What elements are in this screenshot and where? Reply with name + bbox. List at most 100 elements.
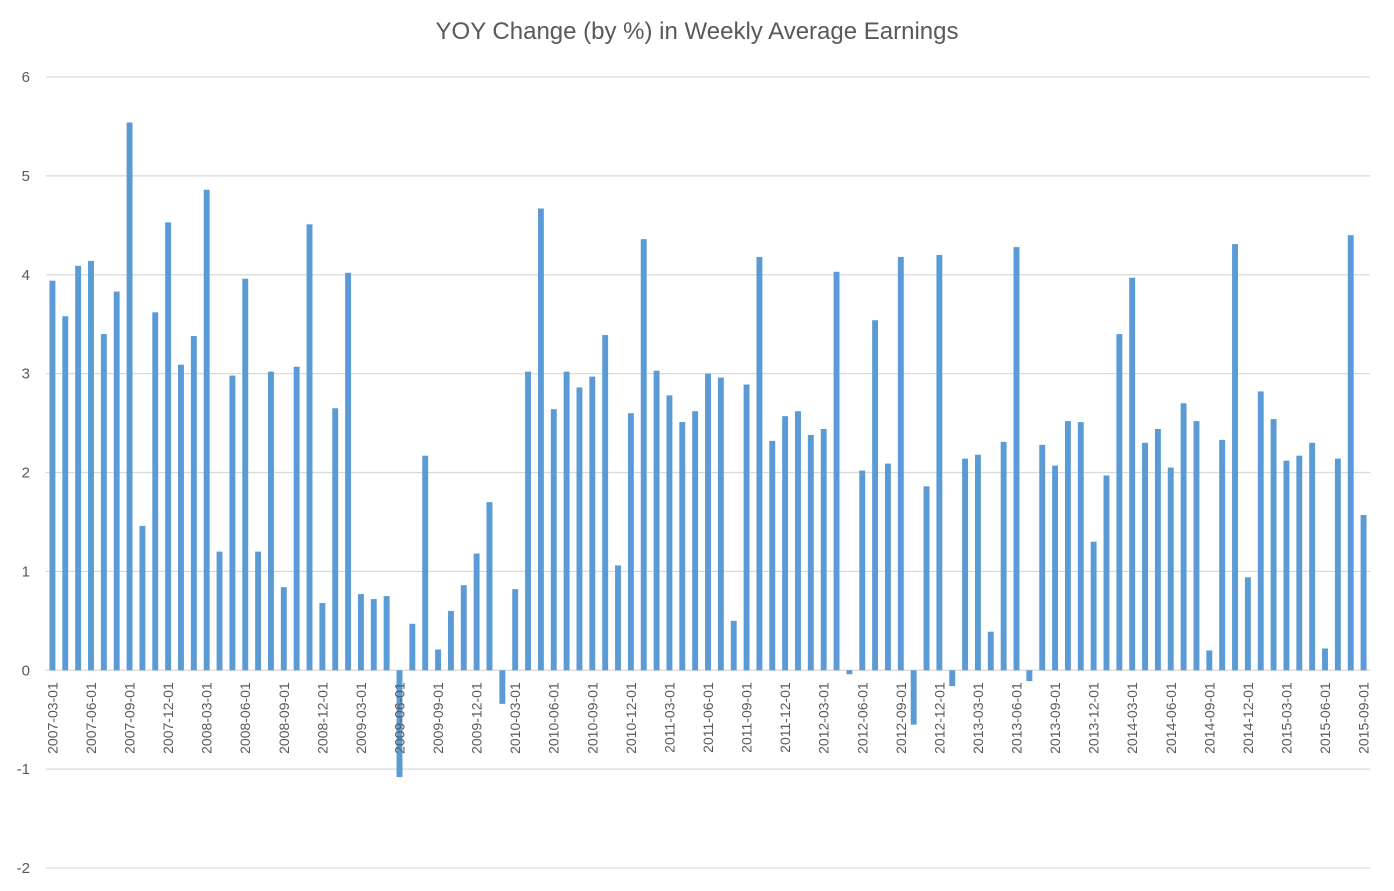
bar	[1309, 442, 1316, 671]
x-tick-label: 2009-09-01	[430, 682, 446, 754]
bar	[1270, 419, 1277, 671]
y-tick-label: 3	[22, 366, 30, 383]
bar	[422, 455, 429, 671]
bar	[357, 594, 364, 671]
bar	[216, 551, 223, 671]
bar	[280, 587, 287, 671]
bar	[1167, 467, 1174, 671]
x-tick-label: 2010-09-01	[584, 682, 600, 754]
x-tick-label: 2007-03-01	[44, 682, 60, 754]
x-tick-label: 2007-12-01	[160, 682, 176, 754]
x-tick-label: 2015-06-01	[1317, 682, 1333, 754]
x-tick-label: 2013-12-01	[1086, 682, 1102, 754]
y-axis-tick-labels: -2 -1 0 1 2 3 4 5 6	[17, 69, 30, 877]
bar	[627, 413, 634, 671]
y-tick-label: 5	[22, 168, 30, 185]
x-tick-label: 2007-09-01	[122, 682, 138, 754]
bar	[255, 551, 262, 671]
x-tick-label: 2011-03-01	[661, 682, 677, 753]
bar	[1077, 422, 1084, 671]
bar	[563, 371, 570, 671]
bar	[730, 620, 737, 671]
x-tick-label: 2008-12-01	[314, 682, 330, 754]
y-tick-label: 4	[22, 267, 30, 284]
bar	[769, 440, 776, 671]
bar	[229, 375, 236, 671]
bar	[460, 585, 467, 671]
y-tick-label: -2	[17, 860, 30, 877]
bar	[962, 458, 969, 671]
bar	[293, 366, 300, 671]
x-tick-label: 2008-09-01	[276, 682, 292, 754]
bar	[88, 260, 94, 671]
x-tick-label: 2009-03-01	[353, 682, 369, 754]
y-tick-label: 6	[22, 69, 30, 86]
bar	[203, 189, 210, 671]
bar	[974, 454, 981, 671]
bar	[1000, 441, 1007, 671]
bar	[859, 470, 866, 671]
bar	[756, 256, 763, 671]
bar	[666, 395, 673, 671]
bar	[1052, 465, 1059, 671]
bar	[1180, 403, 1187, 671]
x-tick-label: 2011-09-01	[739, 682, 755, 753]
bar	[640, 239, 647, 671]
x-tick-label: 2014-12-01	[1240, 682, 1256, 754]
bar	[1360, 515, 1367, 671]
y-tick-label: 1	[22, 563, 30, 580]
bar	[910, 670, 917, 725]
bar	[846, 670, 853, 675]
bar	[499, 670, 506, 704]
x-tick-label: 2012-06-01	[854, 682, 870, 754]
bar	[717, 377, 724, 671]
x-tick-label: 2013-06-01	[1009, 682, 1025, 754]
bar	[1103, 475, 1110, 671]
bar	[383, 596, 390, 671]
x-tick-label: 2015-09-01	[1356, 682, 1372, 754]
bar	[1219, 439, 1226, 671]
bar	[1193, 421, 1200, 671]
x-tick-label: 2012-09-01	[893, 682, 909, 754]
x-tick-label: 2008-06-01	[237, 682, 253, 754]
bar	[653, 370, 660, 671]
bar	[152, 312, 159, 671]
x-tick-label: 2014-06-01	[1163, 682, 1179, 754]
bar	[242, 278, 249, 671]
bar	[602, 335, 609, 671]
bar	[949, 670, 956, 687]
bar	[178, 364, 184, 671]
bar	[820, 428, 827, 671]
x-tick-label: 2015-03-01	[1278, 682, 1294, 754]
bar	[1116, 334, 1123, 671]
y-tick-label: -1	[17, 761, 30, 778]
bar	[679, 422, 686, 671]
bar	[743, 384, 750, 671]
bar	[1142, 442, 1149, 671]
bar	[1257, 391, 1264, 671]
bar	[62, 316, 69, 671]
bar	[435, 649, 442, 671]
x-tick-label: 2011-06-01	[700, 682, 716, 753]
bar	[1244, 577, 1251, 671]
bar	[589, 376, 596, 671]
x-tick-label: 2007-06-01	[83, 682, 99, 754]
y-tick-label: 0	[22, 662, 30, 679]
bar	[409, 623, 416, 671]
bar	[1232, 244, 1238, 671]
bar	[782, 416, 789, 671]
x-tick-label: 2010-06-01	[546, 682, 562, 754]
bar	[897, 256, 904, 671]
bar	[872, 320, 879, 671]
x-tick-label: 2014-03-01	[1124, 682, 1140, 754]
bar	[692, 411, 699, 671]
bar	[447, 610, 454, 671]
bar	[936, 254, 943, 671]
x-tick-label: 2010-12-01	[623, 682, 639, 754]
chart-title: YOY Change (by %) in Weekly Average Earn…	[435, 18, 959, 45]
bar	[1026, 670, 1033, 682]
bar	[1296, 455, 1303, 671]
bar	[807, 434, 814, 671]
x-tick-label: 2009-12-01	[469, 682, 485, 754]
